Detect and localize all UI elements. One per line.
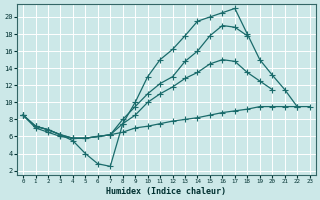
X-axis label: Humidex (Indice chaleur): Humidex (Indice chaleur) [106,187,226,196]
